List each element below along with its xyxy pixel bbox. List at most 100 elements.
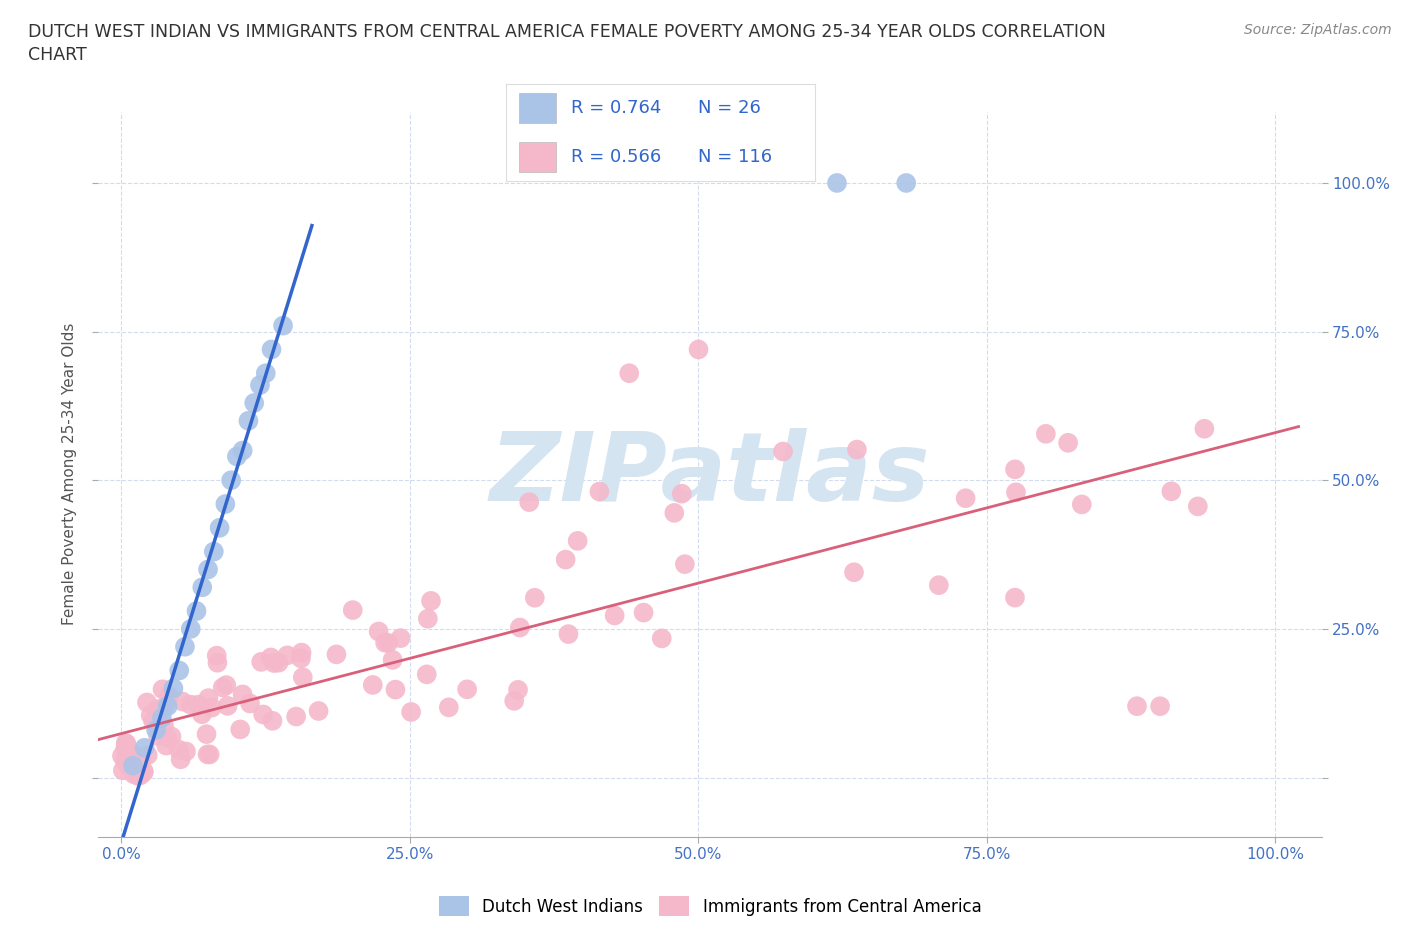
Point — [252, 707, 274, 722]
Point — [162, 681, 184, 696]
Point — [250, 655, 273, 670]
Bar — [519, 93, 555, 123]
Point — [229, 722, 252, 737]
Point — [152, 700, 174, 715]
Text: Source: ZipAtlas.com: Source: ZipAtlas.com — [1244, 23, 1392, 37]
Point — [191, 579, 214, 594]
Point — [208, 521, 231, 536]
Point — [276, 648, 298, 663]
Point — [172, 694, 194, 709]
Legend: Dutch West Indians, Immigrants from Central America: Dutch West Indians, Immigrants from Cent… — [439, 897, 981, 916]
Point — [114, 742, 136, 757]
Point — [142, 713, 165, 728]
Point — [136, 695, 159, 710]
Point — [285, 709, 308, 724]
Point — [503, 694, 526, 709]
Point — [567, 534, 589, 549]
Point — [825, 176, 848, 191]
Point — [381, 653, 404, 668]
Point — [1057, 435, 1080, 450]
Point — [111, 749, 134, 764]
Point — [139, 708, 162, 723]
Point — [160, 729, 183, 744]
Point — [179, 698, 201, 712]
Point — [127, 768, 149, 783]
Point — [187, 698, 209, 712]
Point — [225, 449, 247, 464]
Point — [1035, 426, 1057, 441]
Point — [384, 682, 406, 697]
Point — [122, 758, 145, 773]
Text: DUTCH WEST INDIAN VS IMMIGRANTS FROM CENTRAL AMERICA FEMALE POVERTY AMONG 25-34 : DUTCH WEST INDIAN VS IMMIGRANTS FROM CEN… — [28, 23, 1107, 41]
Point — [120, 749, 142, 764]
Point — [1070, 497, 1092, 512]
Point — [377, 635, 399, 650]
Point — [111, 763, 134, 777]
Point — [214, 497, 236, 512]
Point — [117, 754, 139, 769]
Point — [389, 631, 412, 645]
Point — [619, 365, 641, 380]
Text: N = 116: N = 116 — [697, 148, 772, 166]
Point — [132, 765, 155, 780]
Point — [325, 647, 347, 662]
Point — [291, 645, 314, 660]
Point — [129, 768, 152, 783]
Point — [671, 486, 693, 501]
Point — [1187, 498, 1209, 513]
Point — [673, 557, 696, 572]
Point — [145, 723, 167, 737]
Point — [842, 565, 865, 579]
Point — [124, 749, 146, 764]
Point — [201, 700, 224, 715]
Point — [174, 639, 197, 654]
Point — [399, 705, 422, 720]
Point — [155, 738, 177, 753]
Point — [506, 683, 529, 698]
Point — [191, 707, 214, 722]
Text: R = 0.566: R = 0.566 — [571, 148, 661, 166]
Point — [211, 680, 233, 695]
Point — [127, 760, 149, 775]
Point — [1149, 698, 1171, 713]
Point — [150, 711, 173, 725]
Point — [456, 682, 478, 697]
Point — [845, 442, 868, 457]
Point — [205, 648, 228, 663]
Point — [174, 744, 197, 759]
Point — [232, 443, 254, 458]
Point — [243, 395, 266, 410]
Point — [207, 656, 229, 671]
Point — [169, 751, 191, 766]
Point — [219, 472, 242, 487]
Point — [232, 687, 254, 702]
Point — [217, 698, 239, 713]
Point — [115, 737, 138, 751]
Point — [198, 747, 221, 762]
Point — [603, 608, 626, 623]
Point — [131, 751, 153, 766]
Text: N = 26: N = 26 — [697, 100, 761, 117]
Point — [124, 757, 146, 772]
Point — [167, 742, 190, 757]
Point — [263, 656, 285, 671]
Point — [249, 378, 271, 392]
Point — [291, 670, 314, 684]
Point — [180, 621, 202, 636]
Point — [290, 651, 312, 666]
Point — [122, 766, 145, 781]
Point — [121, 746, 143, 761]
Point — [1126, 698, 1149, 713]
Point — [896, 176, 918, 191]
Point — [523, 591, 546, 605]
Point — [167, 663, 190, 678]
Point — [117, 759, 139, 774]
Point — [1004, 462, 1026, 477]
Point — [134, 740, 156, 755]
Point — [367, 624, 389, 639]
Point — [1194, 421, 1216, 436]
Point — [267, 656, 290, 671]
Point — [156, 698, 179, 713]
Bar — [519, 142, 555, 172]
Point — [260, 342, 283, 357]
